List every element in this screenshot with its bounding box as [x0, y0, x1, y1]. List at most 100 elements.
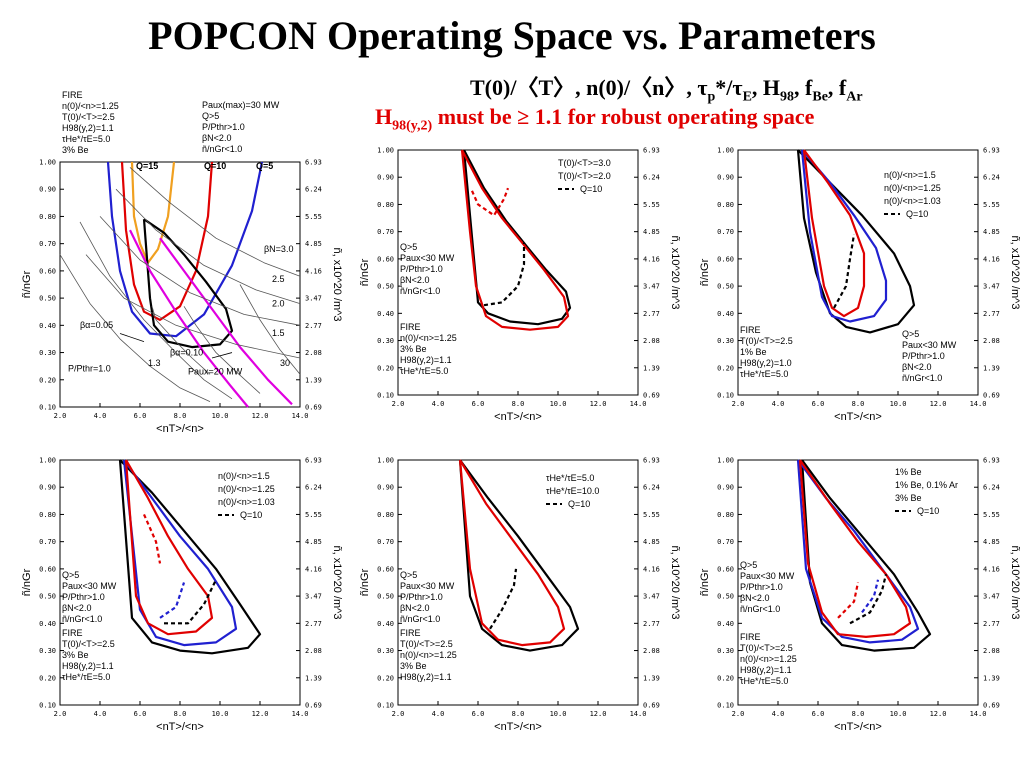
series-line-q-10-red: [837, 582, 860, 619]
y-tick-label: 0.10: [717, 702, 734, 710]
y-axis-label: ñ/nGr: [699, 568, 711, 596]
series-line-30: [239, 284, 301, 375]
y-tick-label: 0.60: [717, 255, 734, 263]
right-tick-label: 4.85: [983, 538, 1000, 546]
y-tick-label: 0.20: [377, 674, 394, 682]
series-line-q-10-black: [164, 579, 217, 625]
right-tick-label: 0.69: [983, 702, 1000, 710]
right-tick-label: 4.85: [643, 538, 660, 546]
pthr-1.3-label: 1.3: [148, 358, 161, 368]
y-tick-label: 0.40: [39, 620, 56, 628]
legend-entry: n(0)/<n>=1.5: [884, 170, 936, 180]
y-tick-label: 0.40: [717, 310, 734, 318]
paux-30-label: 30: [280, 358, 290, 368]
x-tick-label: 14.0: [292, 710, 309, 718]
requirement-note: H98(y,2) must be ≥ 1.1 for robust operat…: [375, 104, 815, 134]
series-line-magenta-2: [159, 237, 293, 406]
right-tick-label: 5.55: [643, 201, 660, 209]
note-line: P/Pthr>1.0: [902, 351, 945, 361]
x-tick-label: 12.0: [930, 400, 947, 408]
y-tick-label: 0.30: [717, 647, 734, 655]
right-tick-label: 4.16: [643, 255, 660, 263]
note-line: 3% Be: [62, 145, 89, 155]
note-line: H98(y,2)=1.1: [62, 123, 114, 133]
beta-alpha-0.05-label: βα=0.05: [80, 320, 113, 330]
right-tick-label: 4.16: [643, 565, 660, 573]
note-line: P/Pthr>1.0: [62, 592, 105, 602]
right-tick-label: 2.77: [643, 620, 660, 628]
betaN-3-label: βN=3.0: [264, 244, 293, 254]
series-line-n-0-n-1-03: [802, 149, 866, 318]
right-tick-label: 5.55: [983, 201, 1000, 209]
right-axis-label: ñ, x10^20 /m^3: [669, 546, 681, 620]
note-line: Paux<30 MW: [400, 581, 455, 591]
note-line: T(0)/<T>=2.5: [740, 643, 793, 653]
x-axis-label: <nT>/<n>: [156, 423, 204, 435]
note-line: 3% Be: [62, 650, 89, 660]
note-line: n(0)/<n>=1.25: [740, 654, 797, 664]
y-tick-label: 0.60: [377, 255, 394, 263]
note-line: H98(y,2)=1.1: [400, 672, 452, 682]
chart-panel-2: 2.0 4.0 6.0 8.0 10.0 12.0 14.0 0.10 0.20 0.30 0.40…: [359, 147, 681, 424]
series-line-q-10: [489, 568, 518, 630]
y-tick-label: 0.10: [717, 392, 734, 400]
y-tick-label: 0.90: [39, 186, 56, 194]
y-tick-label: 0.90: [717, 484, 734, 492]
right-tick-label: 2.08: [983, 647, 1000, 655]
legend-entry: n(0)/<n>=1.25: [218, 484, 275, 494]
legend-entry: n(0)/<n>=1.03: [884, 196, 941, 206]
series-line-he-e-10-0: [458, 459, 566, 647]
y-tick-label: 0.50: [717, 593, 734, 601]
right-tick-label: 1.39: [983, 674, 1000, 682]
note-line: ñ/nGr<1.0: [202, 144, 242, 154]
x-tick-label: 10.0: [212, 710, 229, 718]
x-tick-label: 14.0: [970, 400, 987, 408]
y-tick-label: 0.10: [39, 404, 56, 412]
x-tick-label: 8.0: [852, 400, 865, 408]
right-tick-label: 4.16: [305, 565, 322, 573]
chart-panel-4: 2.0 4.0 6.0 8.0 10.0 12.0 14.0 0.10 0.20 0.30 0.40…: [21, 457, 343, 734]
y-tick-label: 0.90: [39, 484, 56, 492]
series-line-1-3: [79, 221, 233, 400]
note-line: P/Pthr>1.0: [400, 264, 443, 274]
note-line: ñ/nGr<1.0: [740, 604, 780, 614]
x-tick-label: 4.0: [432, 710, 445, 718]
legend-entry: Q=10: [580, 184, 602, 194]
note-line: τHe*/τE=5.0: [740, 369, 788, 379]
beta-alpha-pointer: [119, 333, 145, 343]
legend-entry: 1% Be, 0.1% Ar: [895, 480, 958, 490]
right-tick-label: 5.55: [983, 511, 1000, 519]
y-tick-label: 0.80: [377, 511, 394, 519]
note-line: Q>5: [62, 570, 79, 580]
y-tick-label: 0.70: [39, 240, 56, 248]
y-tick-label: 0.20: [377, 364, 394, 372]
note-line: FIRE: [62, 90, 83, 100]
right-axis-label: ñ, x10^20 /m^3: [1009, 546, 1021, 620]
note-line: T(0)/<T>=2.5: [62, 112, 115, 122]
right-tick-label: 3.47: [643, 283, 660, 291]
note-line: τHe*/τE=5.0: [400, 366, 448, 376]
x-tick-label: 6.0: [134, 412, 147, 420]
y-tick-label: 0.10: [377, 702, 394, 710]
right-tick-label: 2.77: [305, 322, 322, 330]
note-line: Q>5: [202, 111, 219, 121]
x-tick-label: 2.0: [732, 710, 745, 718]
series-line-t-0-t-2-0: [460, 149, 570, 331]
series-line-n-0-n-1-25: [800, 149, 888, 323]
y-tick-label: 0.70: [377, 228, 394, 236]
y-tick-label: 1.00: [377, 457, 394, 465]
x-tick-label: 8.0: [852, 710, 865, 718]
note-line: ñ/nGr<1.0: [400, 286, 440, 296]
y-tick-label: 0.70: [717, 228, 734, 236]
legend-entry: Q=10: [568, 499, 590, 509]
x-tick-label: 2.0: [54, 412, 67, 420]
series-line-1-5: [85, 254, 301, 359]
right-tick-label: 4.85: [983, 228, 1000, 236]
y-tick-label: 0.30: [377, 647, 394, 655]
right-tick-label: 5.55: [643, 511, 660, 519]
series-line-q-10-blue: [159, 582, 186, 619]
y-tick-label: 0.30: [717, 337, 734, 345]
note-line: FIRE: [400, 322, 421, 332]
series-line-q-5: [106, 161, 264, 338]
x-tick-label: 6.0: [812, 400, 825, 408]
